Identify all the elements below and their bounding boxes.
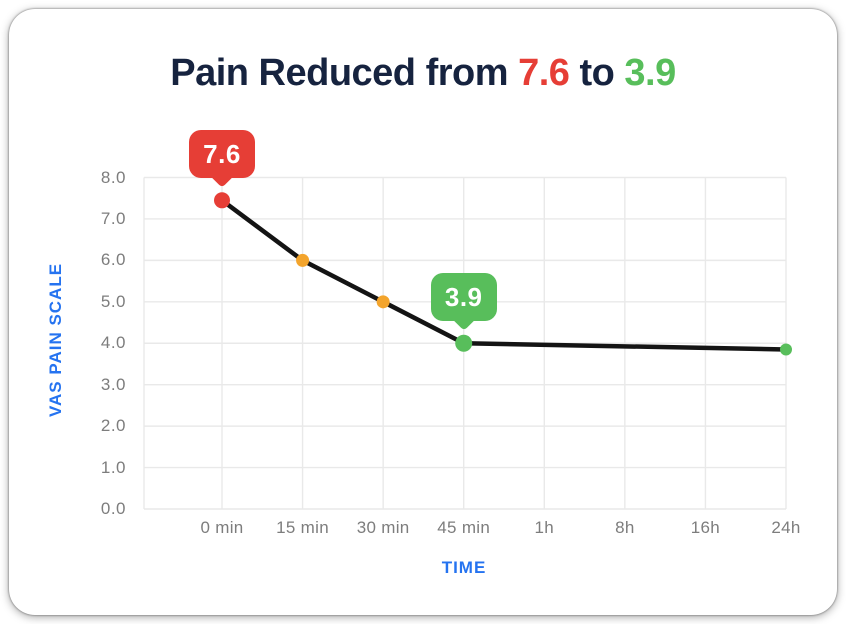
value-callout: 7.6 (189, 130, 255, 189)
x-tick-label: 1h (534, 518, 555, 537)
chart-title: Pain Reduced from 7.6 to 3.9 (0, 52, 846, 95)
callout-value: 7.6 (203, 138, 241, 169)
y-tick-label: 7.0 (100, 208, 126, 228)
x-tick-label: 15 min (276, 518, 329, 537)
data-point-marker (214, 192, 230, 209)
y-tick-label: 0.0 (100, 499, 126, 518)
data-point-marker (376, 295, 390, 309)
y-tick-label: 5.0 (100, 291, 126, 311)
value-callout: 3.9 (430, 273, 497, 331)
chart-card (9, 9, 837, 615)
title-from-value: 7.6 (518, 52, 570, 94)
data-point-marker (780, 343, 792, 356)
x-tick-label: 8h (615, 518, 635, 537)
y-tick-label: 6.0 (100, 250, 126, 270)
y-axis-title: VAS PAIN SCALE (46, 262, 65, 418)
x-tick-label: 0 min (200, 518, 244, 537)
x-axis-title: TIME (441, 558, 487, 577)
x-tick-label: 45 min (437, 518, 491, 537)
data-point-marker (296, 253, 310, 267)
y-tick-label: 1.0 (100, 457, 126, 477)
title-prefix: Pain Reduced from (170, 52, 509, 94)
y-tick-label: 4.0 (100, 333, 126, 353)
title-connector: to (579, 52, 615, 94)
title-to-value: 3.9 (624, 52, 676, 94)
x-tick-label: 24h (771, 518, 801, 537)
y-tick-label: 2.0 (100, 416, 126, 436)
y-tick-label: 8.0 (100, 167, 126, 187)
x-tick-label: 30 min (356, 518, 410, 537)
x-tick-label: 16h (690, 518, 721, 537)
callout-value: 3.9 (444, 281, 483, 312)
data-point-marker (455, 334, 473, 352)
y-tick-label: 3.0 (100, 374, 126, 394)
pain-trend-line (219, 198, 789, 352)
